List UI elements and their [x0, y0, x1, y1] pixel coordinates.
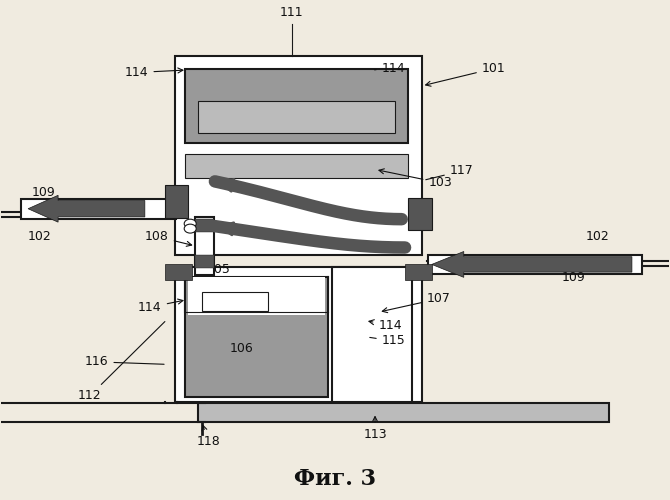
Bar	[175, 56, 421, 255]
Text: 118: 118	[196, 426, 220, 448]
Bar	[165, 264, 192, 280]
Text: 102: 102	[585, 230, 609, 243]
Text: 114: 114	[138, 299, 183, 314]
Text: 114: 114	[375, 62, 405, 75]
Bar	[21, 199, 176, 218]
Text: 116: 116	[85, 356, 164, 368]
Text: 114: 114	[125, 66, 183, 79]
Text: Фиг. 3: Фиг. 3	[294, 468, 376, 489]
Bar	[409, 198, 431, 230]
Bar	[175, 268, 421, 402]
Text: 114: 114	[369, 318, 402, 332]
Text: 107: 107	[383, 292, 451, 312]
Text: 115: 115	[370, 334, 405, 347]
Text: 106: 106	[230, 342, 253, 355]
FancyArrow shape	[28, 196, 145, 222]
Circle shape	[184, 224, 196, 233]
Bar	[185, 154, 409, 178]
Text: 108: 108	[145, 230, 192, 246]
Text: 109: 109	[31, 186, 55, 200]
Text: 104: 104	[253, 102, 277, 115]
Text: 111: 111	[280, 6, 304, 19]
Bar	[195, 216, 214, 275]
Bar	[185, 68, 409, 143]
Text: 105: 105	[207, 264, 230, 276]
Bar	[332, 268, 412, 402]
Text: 110: 110	[375, 216, 396, 226]
Bar	[185, 278, 328, 396]
Bar	[195, 256, 214, 268]
Bar	[405, 264, 431, 280]
Circle shape	[184, 219, 196, 228]
Text: 113: 113	[363, 416, 387, 441]
Text: 101: 101	[425, 62, 506, 86]
Bar	[198, 403, 608, 421]
Bar	[198, 101, 395, 133]
Bar	[165, 186, 188, 218]
Text: 103: 103	[379, 169, 452, 190]
Bar	[202, 292, 268, 310]
Text: 110: 110	[118, 206, 139, 216]
Bar	[428, 255, 642, 274]
Bar	[188, 278, 325, 314]
Text: 102: 102	[28, 230, 52, 243]
Text: 117: 117	[425, 164, 474, 180]
FancyArrow shape	[431, 252, 632, 278]
Bar	[195, 218, 214, 232]
Text: 109: 109	[562, 272, 586, 284]
Text: 112: 112	[78, 322, 165, 402]
